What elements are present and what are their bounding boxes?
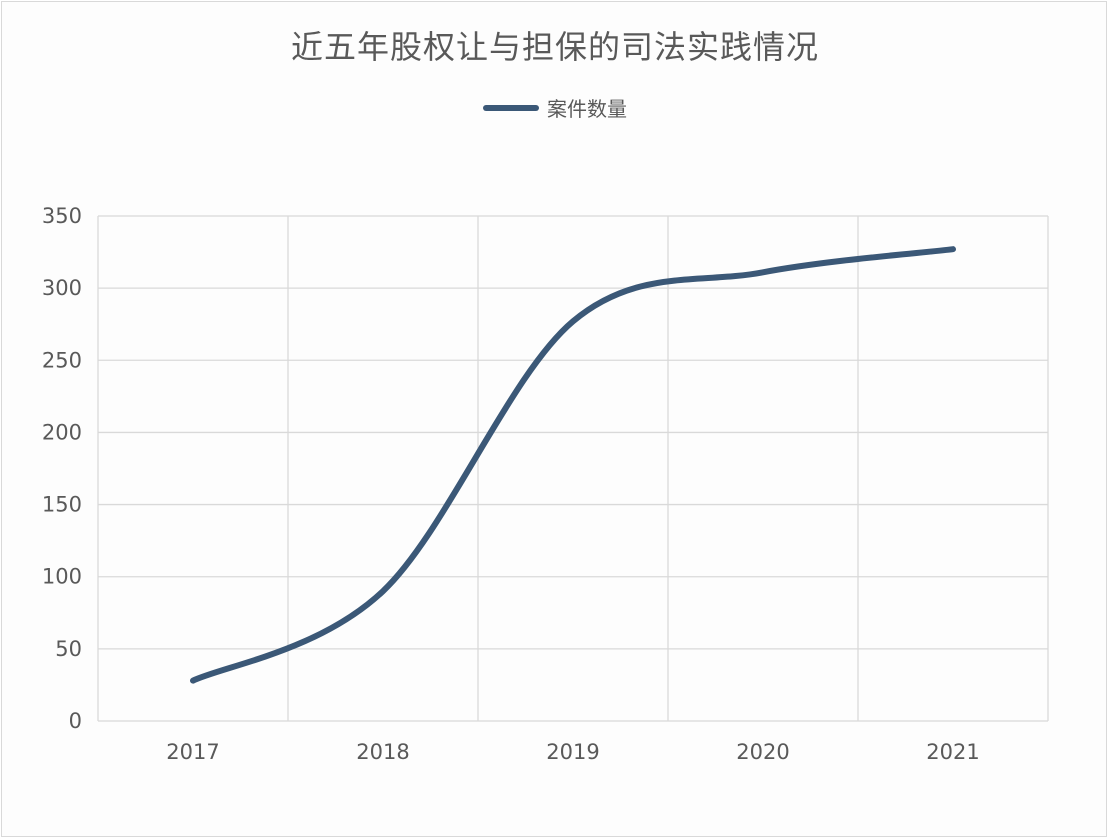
legend-label: 案件数量 <box>547 97 627 121</box>
y-tick-label: 250 <box>42 348 82 372</box>
grid-lines <box>97 215 1049 722</box>
legend-swatch <box>483 104 539 111</box>
y-tick-label: 200 <box>42 420 82 444</box>
y-axis-ticks: 0 50 100 150 200 250 300 350 <box>42 204 82 733</box>
chart-title: 近五年股权让与担保的司法实践情况 <box>290 28 819 66</box>
y-tick-label: 150 <box>42 493 82 517</box>
y-tick-label: 300 <box>42 276 82 300</box>
y-tick-label: 350 <box>42 204 82 228</box>
series-line <box>190 246 956 684</box>
x-tick-label: 2019 <box>546 740 599 764</box>
x-tick-label: 2018 <box>356 740 409 764</box>
y-tick-label: 100 <box>42 565 82 589</box>
y-tick-label: 0 <box>69 709 82 733</box>
y-tick-label: 50 <box>55 637 82 661</box>
x-tick-label: 2021 <box>926 740 979 764</box>
x-axis-ticks: 2017 2018 2019 2020 2021 <box>166 740 979 764</box>
series-layer <box>190 246 956 684</box>
x-tick-label: 2020 <box>736 740 789 764</box>
x-tick-label: 2017 <box>166 740 219 764</box>
chart-legend: 案件数量 <box>0 93 1110 122</box>
